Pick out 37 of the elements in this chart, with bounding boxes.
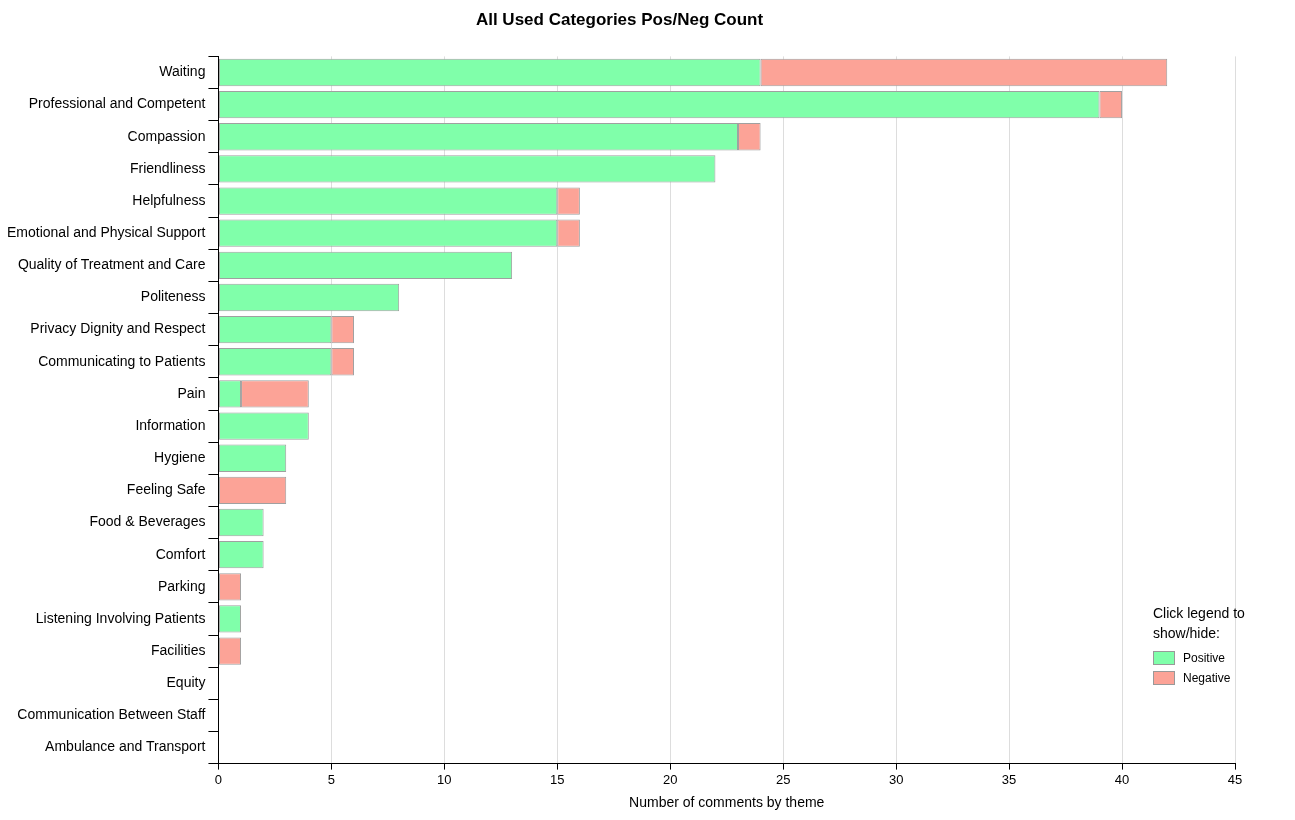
y-tick-label: Food & Beverages bbox=[89, 513, 206, 530]
y-tick-label: Information bbox=[135, 416, 206, 433]
legend-title: Click legend to show/hide: bbox=[1153, 604, 1246, 643]
x-tick-label: 40 bbox=[1114, 771, 1130, 787]
y-tick-label: Equity bbox=[166, 674, 206, 691]
y-tick-label: Waiting bbox=[159, 63, 206, 80]
x-tick-label: 35 bbox=[1001, 771, 1017, 787]
y-tick-label: Privacy Dignity and Respect bbox=[30, 320, 206, 337]
y-tick-label: Friendliness bbox=[129, 159, 206, 176]
y-tick-label: Feeling Safe bbox=[126, 481, 206, 498]
y-tick-label: Parking bbox=[157, 577, 206, 594]
chart-title: All Used Categories Pos/Neg Count bbox=[475, 9, 764, 29]
x-tick-label: 0 bbox=[214, 771, 223, 787]
x-tick-label: 30 bbox=[888, 771, 904, 787]
y-tick-label: Compassion bbox=[127, 127, 206, 144]
x-tick-label: 5 bbox=[327, 771, 336, 787]
x-axis-title: Number of comments by theme bbox=[629, 794, 825, 811]
y-tick-label: Hygiene bbox=[154, 449, 206, 466]
y-tick-label: Professional and Competent bbox=[28, 95, 206, 112]
x-tick-label: 45 bbox=[1227, 771, 1243, 787]
y-tick-label: Politeness bbox=[140, 288, 206, 305]
x-tick-label: 20 bbox=[663, 771, 678, 787]
y-tick-label: Quality of Treatment and Care bbox=[17, 256, 206, 273]
legend-label: Positive bbox=[1183, 651, 1226, 665]
x-tick-label: 15 bbox=[550, 771, 565, 787]
y-tick-label: Communicating to Patients bbox=[38, 352, 206, 369]
x-tick-label: 25 bbox=[775, 771, 791, 787]
y-tick-label: Communication Between Staff bbox=[17, 706, 206, 723]
y-tick-label: Ambulance and Transport bbox=[45, 738, 206, 755]
y-tick-label: Pain bbox=[177, 384, 206, 401]
y-tick-label: Listening Involving Patients bbox=[35, 609, 206, 626]
y-tick-label: Facilities bbox=[150, 641, 206, 658]
y-tick-label: Helpfulness bbox=[132, 191, 206, 208]
x-tick-label: 10 bbox=[437, 771, 452, 787]
legend-label: Negative bbox=[1183, 671, 1231, 685]
y-tick-label: Emotional and Physical Support bbox=[6, 224, 206, 241]
y-tick-label: Comfort bbox=[155, 545, 206, 562]
